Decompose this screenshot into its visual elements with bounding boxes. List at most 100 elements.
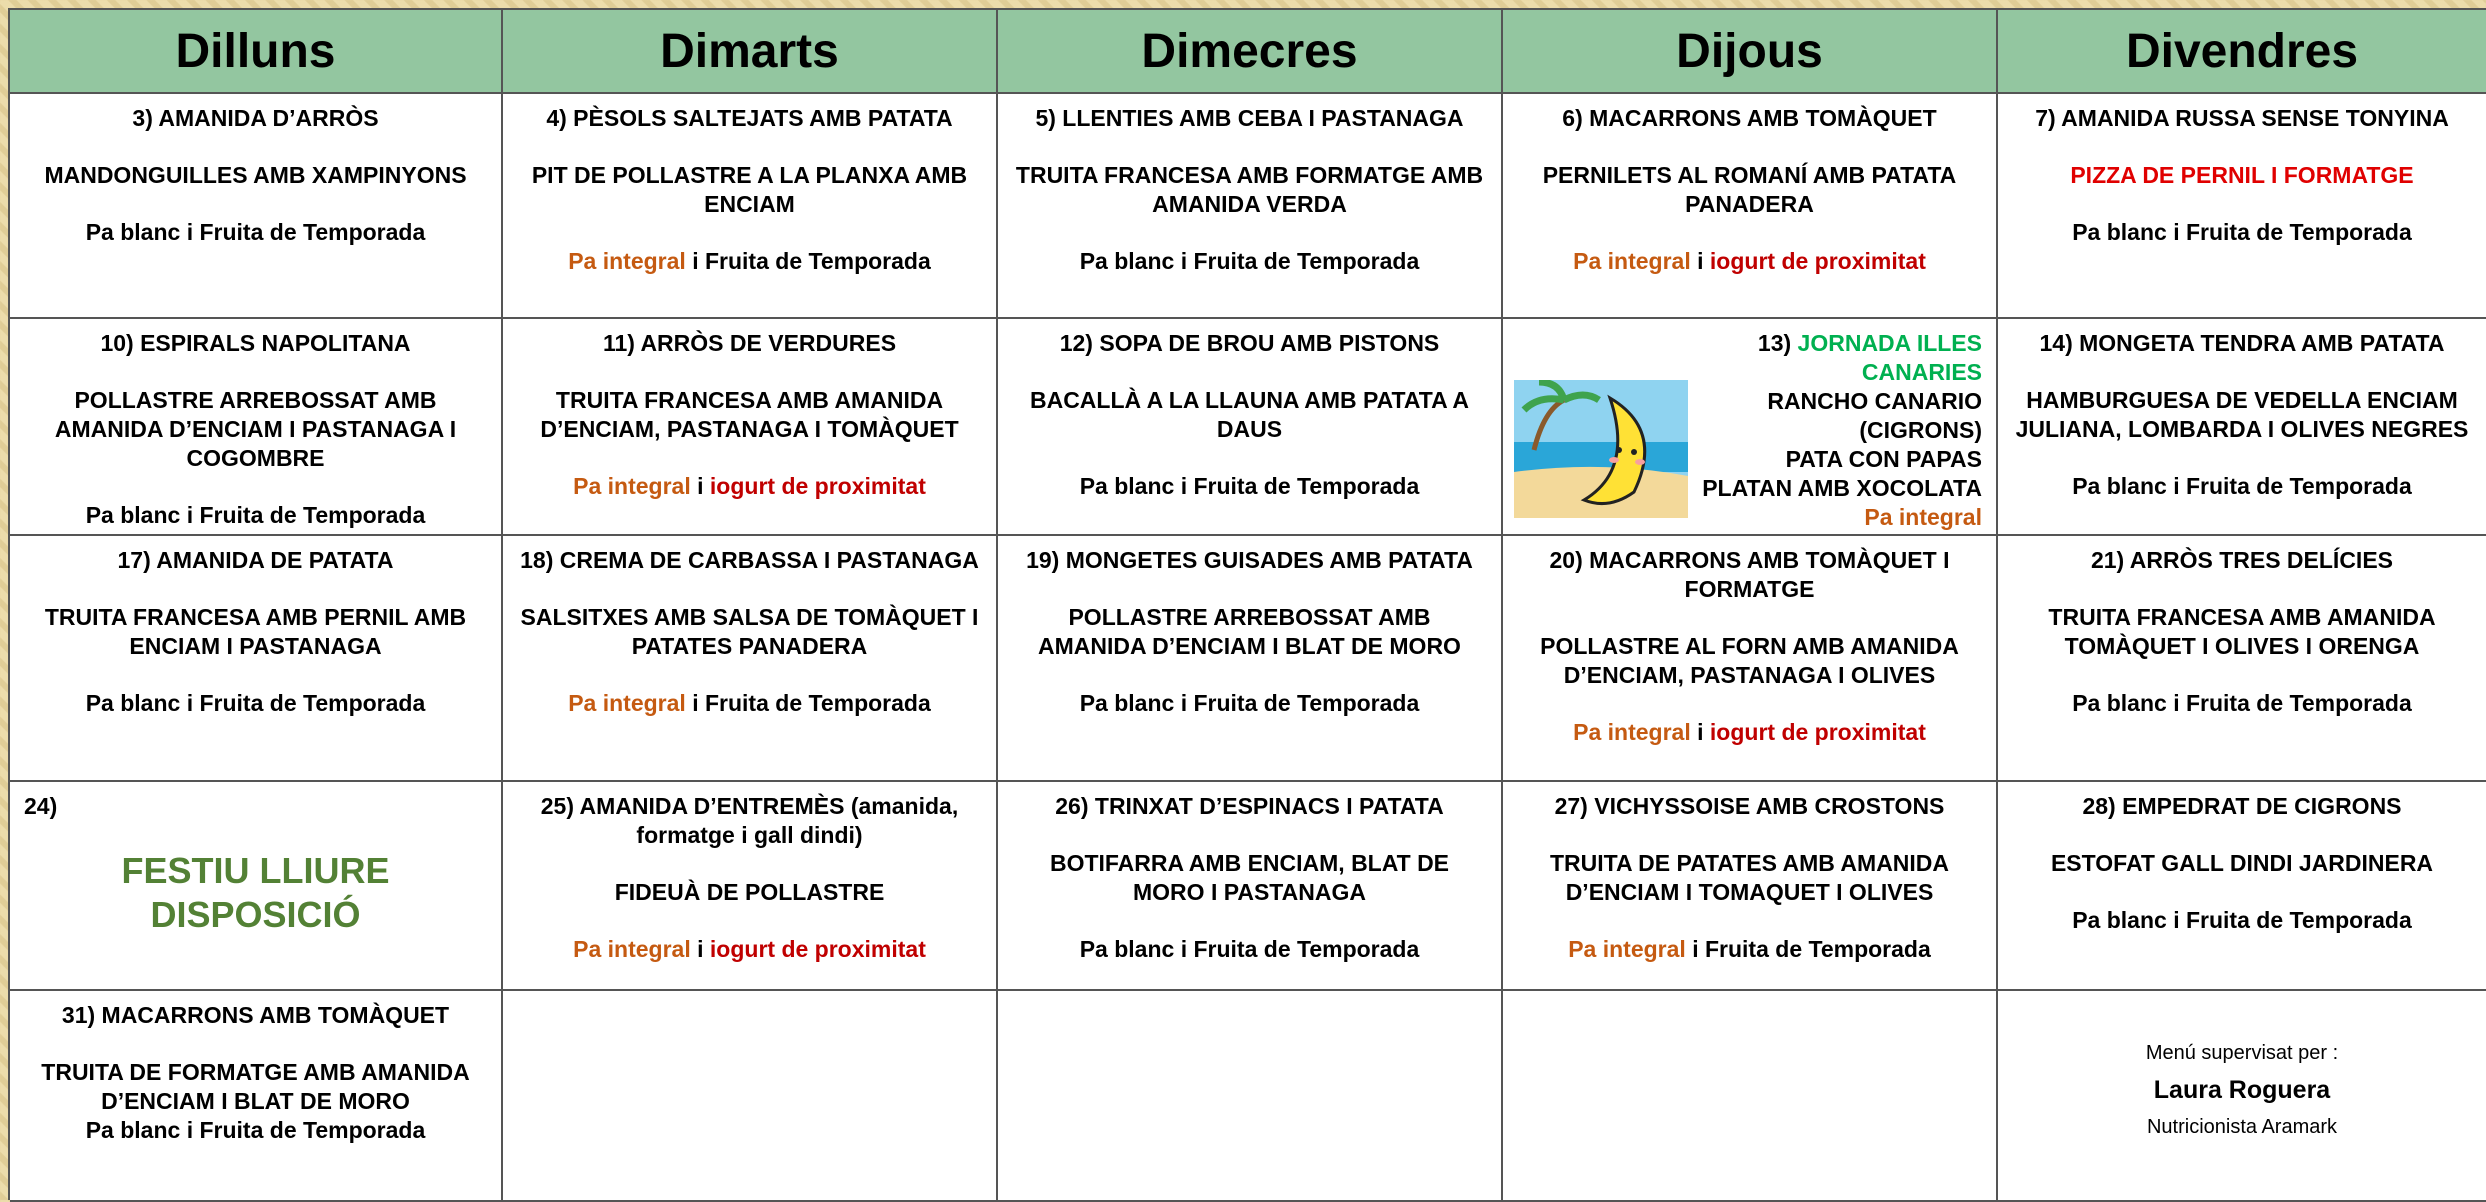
menu-line: 31) MACARRONS AMB TOMÀQUET <box>24 1001 487 1030</box>
menu-line: PERNILETS AL ROMANÍ AMB PATATA PANADERA <box>1517 161 1982 219</box>
text-part: Pa integral <box>573 936 698 962</box>
text-part: 3) AMANIDA D’ARRÒS <box>132 105 379 131</box>
day-header: Dimecres <box>998 10 1503 94</box>
text-part: 20) MACARRONS AMB TOMÀQUET I FORMATGE <box>1549 547 1950 602</box>
menu-line: Menú supervisat per : <box>2012 1039 2472 1068</box>
menu-cell: 25) AMANIDA D’ENTREMÈS (amanida, formatg… <box>503 782 998 991</box>
menu-cell: 20) MACARRONS AMB TOMÀQUET I FORMATGE POL… <box>1503 536 1998 782</box>
text-part: 14) MONGETA TENDRA AMB PATATA <box>2039 330 2445 356</box>
text-part: Pa integral <box>568 690 693 716</box>
menu-line: PIT DE POLLASTRE A LA PLANXA AMB ENCIAM <box>517 161 982 219</box>
text-part: SALSITXES AMB SALSA DE TOMÀQUET I PATATE… <box>520 604 979 659</box>
menu-line: TRUITA FRANCESA AMB FORMATGE AMB AMANIDA… <box>1012 161 1487 219</box>
menu-line: 19) MONGETES GUISADES AMB PATATA <box>1012 546 1487 575</box>
menu-line: Pa blanc i Fruita de Temporada <box>24 501 487 530</box>
text-part: i Fruita de Temporada <box>692 248 931 274</box>
menu-cell: 18) CREMA DE CARBASSA I PASTANAGA SALSITX… <box>503 536 998 782</box>
menu-line: Pa blanc i Fruita de Temporada <box>1012 689 1487 718</box>
menu-line: Pa integral i Fruita de Temporada <box>517 247 982 276</box>
menu-line: 3) AMANIDA D’ARRÒS <box>24 104 487 133</box>
text-part: Nutricionista Aramark <box>2146 1116 2338 1138</box>
text-part: 6) MACARRONS AMB TOMÀQUET <box>1562 105 1937 131</box>
menu-line: TRUITA FRANCESA AMB AMANIDA D’ENCIAM, PA… <box>517 386 982 444</box>
text-part: Pa integral <box>1573 719 1698 745</box>
menu-line: Pa blanc i Fruita de Temporada <box>2012 689 2472 718</box>
text-part: Pa blanc i Fruita de Temporada <box>1079 248 1420 274</box>
menu-cell: 14) MONGETA TENDRA AMB PATATA HAMBURGUESA… <box>1998 319 2486 536</box>
menu-line: TRUITA FRANCESA AMB AMANIDA TOMÀQUET I O… <box>2012 603 2472 661</box>
menu-line: Pa integral i Fruita de Temporada <box>517 689 982 718</box>
text-part: TRUITA FRANCESA AMB AMANIDA D’ENCIAM, PA… <box>540 387 959 442</box>
menu-cell: 10) ESPIRALS NAPOLITANA POLLASTRE ARREBOS… <box>10 319 503 536</box>
text-part: MANDONGUILLES AMB XAMPINYONS <box>44 162 467 188</box>
menu-line: Nutricionista Aramark <box>2012 1113 2472 1142</box>
text-part: POLLASTRE AL FORN AMB AMANIDA D’ENCIAM, … <box>1540 633 1959 688</box>
text-part: 27) VICHYSSOISE AMB CROSTONS <box>1554 793 1945 819</box>
text-part: 26) TRINXAT D’ESPINACS I PATATA <box>1055 793 1444 819</box>
menu-line: 11) ARRÒS DE VERDURES <box>517 329 982 358</box>
text-part: 4) PÈSOLS SALTEJATS AMB PATATA <box>546 105 953 131</box>
text-part: BOTIFARRA AMB ENCIAM, BLAT DE MORO I PAS… <box>1049 850 1450 905</box>
menu-line: 24) <box>24 792 487 821</box>
menu-line: Pa blanc i Fruita de Temporada <box>2012 218 2472 247</box>
text-part: JORNADA ILLES CANARIES <box>1797 330 1982 385</box>
text-part: i Fruita de Temporada <box>692 690 931 716</box>
menu-line: Pa integral i iogurt de proximitat <box>517 472 982 501</box>
text-part: TRUITA DE FORMATGE AMB AMANIDA D’ENCIAM … <box>41 1059 470 1114</box>
text-part: Pa integral <box>1864 504 1982 530</box>
menu-line: 10) ESPIRALS NAPOLITANA <box>24 329 487 358</box>
text-part: TRUITA FRANCESA AMB FORMATGE AMB AMANIDA… <box>1015 162 1484 217</box>
text-part: i Fruita de Temporada <box>1692 936 1931 962</box>
banana-image <box>1514 380 1688 518</box>
text-part: Pa blanc i Fruita de Temporada <box>1079 936 1420 962</box>
text-part: iogurt de proximitat <box>709 473 926 499</box>
text-part: 18) CREMA DE CARBASSA I PASTANAGA <box>520 547 979 573</box>
text-part: i <box>1697 248 1710 274</box>
day-header: Dilluns <box>10 10 503 94</box>
menu-line: BACALLÀ A LA LLAUNA AMB PATATA A DAUS <box>1012 386 1487 444</box>
menu-cell: 3) AMANIDA D’ARRÒS MANDONGUILLES AMB XAMP… <box>10 94 503 319</box>
text-part: PIZZA DE PERNIL I FORMATGE <box>2070 162 2414 188</box>
menu-line: 20) MACARRONS AMB TOMÀQUET I FORMATGE <box>1517 546 1982 604</box>
menu-line: FIDEUÀ DE POLLASTRE <box>517 878 982 907</box>
menu-cell: 27) VICHYSSOISE AMB CROSTONS TRUITA DE PA… <box>1503 782 1998 991</box>
text-part: HAMBURGUESA DE VEDELLA ENCIAM JULIANA, L… <box>2015 387 2469 442</box>
menu-line: POLLASTRE AL FORN AMB AMANIDA D’ENCIAM, … <box>1517 632 1982 690</box>
text-part: 17) AMANIDA DE PATATA <box>117 547 394 573</box>
menu-line: TRUITA DE PATATES AMB AMANIDA D’ENCIAM I… <box>1517 849 1982 907</box>
menu-line: 26) TRINXAT D’ESPINACS I PATATA <box>1012 792 1487 821</box>
text-part: FESTIU LLIURE DISPOSICIÓ <box>121 850 390 935</box>
menu-line: PLATAN AMB XOCOLATA <box>1693 474 1982 503</box>
menu-line: 18) CREMA DE CARBASSA I PASTANAGA <box>517 546 982 575</box>
text-part: 25) AMANIDA D’ENTREMÈS (amanida, formatg… <box>540 793 959 848</box>
menu-line: TRUITA DE FORMATGE AMB AMANIDA D’ENCIAM … <box>24 1058 487 1116</box>
menu-line: ESTOFAT GALL DINDI JARDINERA <box>2012 849 2472 878</box>
text-part: Pa blanc i Fruita de Temporada <box>85 1117 426 1143</box>
text-part: 21) ARRÒS TRES DELÍCIES <box>2090 547 2394 573</box>
text-part: Menú supervisat per : <box>2145 1042 2339 1064</box>
day-header: Dijous <box>1503 10 1998 94</box>
menu-cell: Menú supervisat per : Laura Roguera Nutric… <box>1998 991 2486 1202</box>
text-part: 12) SOPA DE BROU AMB PISTONS <box>1059 330 1440 356</box>
menu-line: MANDONGUILLES AMB XAMPINYONS <box>24 161 487 190</box>
menu-line: FESTIU LLIURE DISPOSICIÓ <box>24 849 487 937</box>
text-part: Pa blanc i Fruita de Temporada <box>2072 219 2412 245</box>
menu-line: HAMBURGUESA DE VEDELLA ENCIAM JULIANA, L… <box>2012 386 2472 444</box>
menu-line: Pa blanc i Fruita de Temporada <box>24 1116 487 1145</box>
menu-cell: 12) SOPA DE BROU AMB PISTONS BACALLÀ A LA… <box>998 319 1503 536</box>
menu-line: 14) MONGETA TENDRA AMB PATATA <box>2012 329 2472 358</box>
menu-line: 28) EMPEDRAT DE CIGRONS <box>2012 792 2472 821</box>
text-part: i <box>697 936 710 962</box>
text-part: 31) MACARRONS AMB TOMÀQUET <box>61 1002 450 1028</box>
text-part: PLATAN AMB XOCOLATA <box>1702 475 1982 501</box>
text-part: iogurt de proximitat <box>1709 719 1926 745</box>
text-part: Pa integral <box>568 248 693 274</box>
menu-cell: 26) TRINXAT D’ESPINACS I PATATA BOTIFARRA… <box>998 782 1503 991</box>
menu-line: SALSITXES AMB SALSA DE TOMÀQUET I PATATE… <box>517 603 982 661</box>
menu-cell: 31) MACARRONS AMB TOMÀQUET TRUITA DE FORM… <box>10 991 503 1202</box>
menu-line: Pa blanc i Fruita de Temporada <box>1012 472 1487 501</box>
menu-line: BOTIFARRA AMB ENCIAM, BLAT DE MORO I PAS… <box>1012 849 1487 907</box>
menu-cell: 13) JORNADA ILLES CANARIES RANCHO CANARIO… <box>1503 319 1998 536</box>
menu-cell: 7) AMANIDA RUSSA SENSE TONYINA PIZZA DE P… <box>1998 94 2486 319</box>
menu-line: Pa integral i iogurt de proximitat <box>517 935 982 964</box>
